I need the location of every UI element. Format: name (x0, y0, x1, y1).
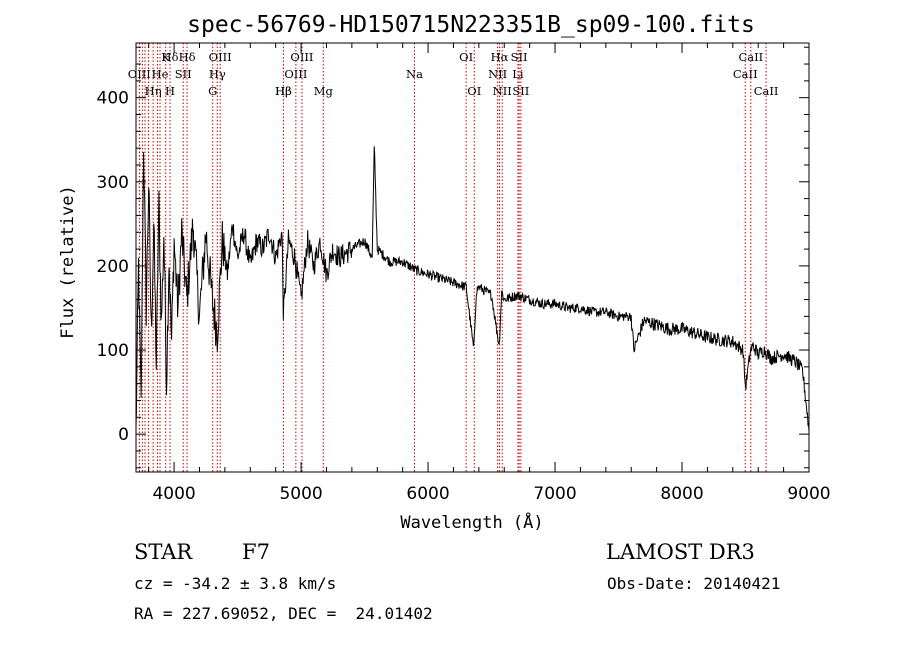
plot-frame (135, 42, 810, 473)
redshift-velocity: cz = -34.2 ± 3.8 km/s (134, 574, 337, 593)
y-tick-label: 400 (97, 89, 129, 109)
y-tick-label: 100 (97, 341, 129, 361)
x-tick-label: 7000 (533, 484, 576, 504)
line-label: Na (406, 67, 423, 81)
line-label: Hα (491, 50, 509, 64)
object-subclass: F7 (242, 540, 270, 564)
line-label: Hη (145, 84, 162, 98)
x-tick-label: 6000 (406, 484, 449, 504)
x-tick-label: 8000 (660, 484, 703, 504)
line-label: OI (467, 84, 481, 98)
y-tick-label: 0 (118, 425, 129, 445)
x-tick-label: 4000 (152, 484, 195, 504)
x-axis-label: Wavelength (Å) (400, 511, 543, 533)
survey-name: LAMOST DR3 (606, 540, 755, 564)
line-label: NII (488, 67, 507, 81)
line-label: OIII (284, 67, 307, 81)
spectral-line-markers (138, 43, 767, 472)
line-label: SII (175, 67, 192, 81)
line-label: OI (459, 50, 473, 64)
line-label: Hγ (209, 67, 226, 81)
line-label: Hδ (162, 50, 179, 64)
y-tick-label: 200 (97, 257, 129, 277)
line-label: NII (493, 84, 512, 98)
line-label: Hβ (275, 84, 292, 98)
line-label: Hβ (275, 84, 292, 98)
flux-line (135, 146, 810, 433)
line-label: CaII (738, 50, 763, 64)
line-label: K (161, 50, 170, 64)
line-label: Hδ (179, 50, 196, 64)
line-label: SII (512, 84, 529, 98)
line-label: OIII (290, 50, 313, 64)
line-label: Mg (314, 84, 334, 98)
x-tick-label: 5000 (279, 484, 322, 504)
line-label: He (152, 67, 169, 81)
x-tick-label: 9000 (787, 484, 830, 504)
y-tick-label: 300 (97, 173, 129, 193)
axis-ticks: 4000 5000 6000 7000 8000 9000 0 100 200 300 400 (97, 43, 831, 504)
line-label: OIII (209, 50, 232, 64)
line-label: OIII (128, 67, 151, 81)
line-label: H (165, 84, 175, 98)
object-class: STAR (134, 540, 193, 564)
chart-title: spec-56769-HD150715N223351B_sp09-100.fit… (187, 12, 755, 38)
y-axis-label: Flux (relative) (58, 185, 78, 339)
line-label: Li (512, 67, 524, 81)
observation-date: Obs-Date: 20140421 (607, 574, 781, 593)
coordinates: RA = 227.69052, DEC = 24.01402 (134, 604, 433, 623)
line-label: CaII (733, 67, 758, 81)
line-label: G (208, 84, 217, 98)
line-label: CaII (754, 84, 779, 98)
line-label: SII (511, 50, 528, 64)
spectrum-series (135, 146, 810, 433)
